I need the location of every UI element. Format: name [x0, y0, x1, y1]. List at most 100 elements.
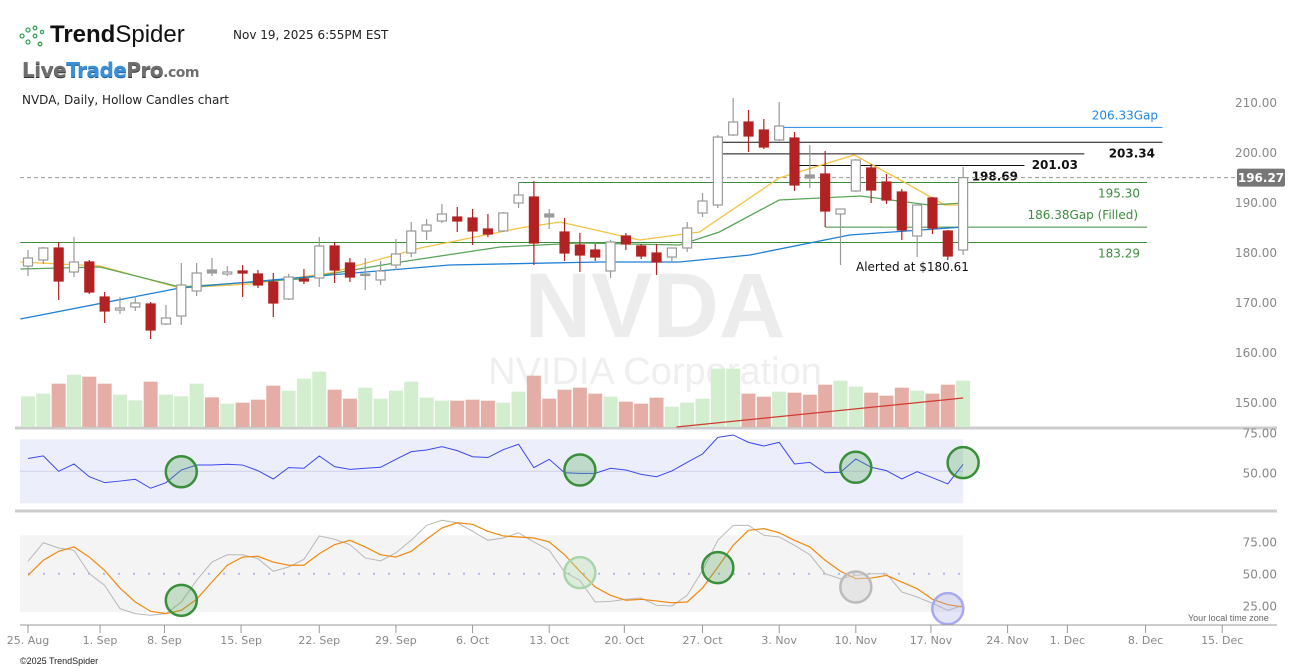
price-axis-label: 170.00	[1235, 296, 1277, 310]
candle	[467, 209, 478, 245]
watermark-symbol: NVDA	[525, 255, 786, 357]
candle-body	[942, 230, 953, 257]
candle	[99, 292, 110, 323]
candle	[605, 240, 616, 278]
candle-body	[927, 197, 938, 229]
candle-body	[697, 200, 708, 214]
candle	[958, 167, 969, 255]
volume-bar	[312, 371, 327, 427]
candle-body	[252, 273, 264, 286]
candle	[360, 258, 371, 290]
candle	[498, 212, 509, 232]
stoch-signal-circle	[164, 583, 199, 618]
stoch-signal-circle	[701, 550, 735, 585]
logo-pro: Pro	[126, 58, 164, 82]
price-axis-label: 160.00	[1235, 346, 1277, 360]
candle-body	[605, 241, 616, 272]
current-price-badge	[1237, 168, 1285, 187]
candle-body	[268, 281, 279, 304]
candle-body	[881, 181, 892, 201]
volume-bar	[21, 396, 35, 427]
candle	[84, 260, 95, 294]
candle	[682, 222, 693, 252]
logo-com: .com	[163, 65, 199, 81]
candle-body	[958, 177, 969, 251]
level-label: 203.34	[1109, 146, 1155, 160]
volume-bar	[97, 383, 112, 427]
candle-body	[528, 196, 539, 244]
axes: 196.27 210.00 200.00 190.00 180.00 170.00 160.…	[7, 96, 1285, 647]
volume-bar	[726, 368, 741, 427]
volume-bar	[189, 383, 204, 427]
volume-bar	[864, 392, 879, 427]
level-label: 195.30	[1098, 187, 1140, 201]
volume-bar	[281, 390, 296, 427]
candle-body	[344, 262, 356, 278]
candle-body	[835, 208, 846, 215]
candle-body	[789, 137, 800, 186]
candle-body	[314, 245, 325, 279]
volume-bar	[158, 394, 173, 427]
price-axis-label: 210.00	[1235, 96, 1277, 110]
price-levels: 206.33Gap 203.34 201.03 198.69 195.30 186.38G…	[20, 108, 1236, 261]
rsi-signal-circle	[164, 455, 199, 489]
candle	[636, 244, 647, 259]
candle-body	[406, 230, 417, 254]
candle-body	[896, 191, 907, 231]
volume-bar	[664, 406, 679, 427]
time-axis-label: 15. Sep	[220, 634, 262, 647]
candle	[390, 239, 402, 270]
volume-bar	[174, 396, 189, 427]
candle	[344, 258, 356, 282]
watermark: NVDA NVIDIA Corporation	[488, 255, 822, 393]
candle-body	[467, 217, 478, 232]
candle	[758, 119, 769, 149]
candle	[651, 244, 662, 275]
logo-live: Live	[22, 58, 67, 82]
brand-bold: Trend	[50, 21, 116, 48]
stoch-axis-label: 75.00	[1243, 536, 1277, 550]
volume-bar	[618, 401, 633, 427]
candle	[237, 265, 248, 297]
volume-bar	[833, 380, 848, 427]
candle-body	[145, 303, 156, 331]
candle	[314, 237, 325, 287]
candle	[728, 98, 739, 136]
candle	[881, 174, 892, 204]
chart-title: NVDA, Daily, Hollow Candles chart	[22, 93, 229, 107]
candle-body	[222, 271, 233, 275]
candle	[697, 193, 708, 217]
candle	[574, 233, 585, 272]
candle	[252, 270, 264, 288]
candle-body	[237, 270, 248, 274]
volume-bar	[36, 393, 51, 427]
candle-body	[329, 245, 340, 271]
candle	[482, 214, 493, 237]
candle-body	[360, 273, 371, 277]
volume-bar	[818, 384, 833, 427]
volume-bar	[910, 390, 925, 427]
candle-body	[375, 270, 386, 281]
volume-bar	[373, 398, 388, 427]
volume-bar	[112, 394, 127, 427]
timezone-note: Your local time zone	[1188, 613, 1269, 623]
candle	[436, 204, 448, 223]
candle	[927, 197, 938, 234]
candle-body	[544, 213, 555, 218]
candle	[298, 269, 310, 284]
time-axis-label: 3. Nov	[761, 634, 797, 647]
volume-bar	[511, 391, 526, 427]
candle	[620, 233, 631, 250]
volume-bar	[480, 400, 495, 427]
volume-bars	[21, 368, 971, 428]
volume-bar	[787, 392, 802, 427]
brand-light: Spider	[115, 21, 185, 48]
candle-body	[160, 317, 172, 325]
volume-bar	[710, 368, 725, 427]
level-label: 206.33Gap	[1092, 108, 1158, 122]
candle-body	[666, 247, 677, 258]
stoch-d-line	[27, 522, 964, 615]
candle-body	[636, 245, 647, 257]
current-price-label: 196.27	[1238, 171, 1284, 185]
